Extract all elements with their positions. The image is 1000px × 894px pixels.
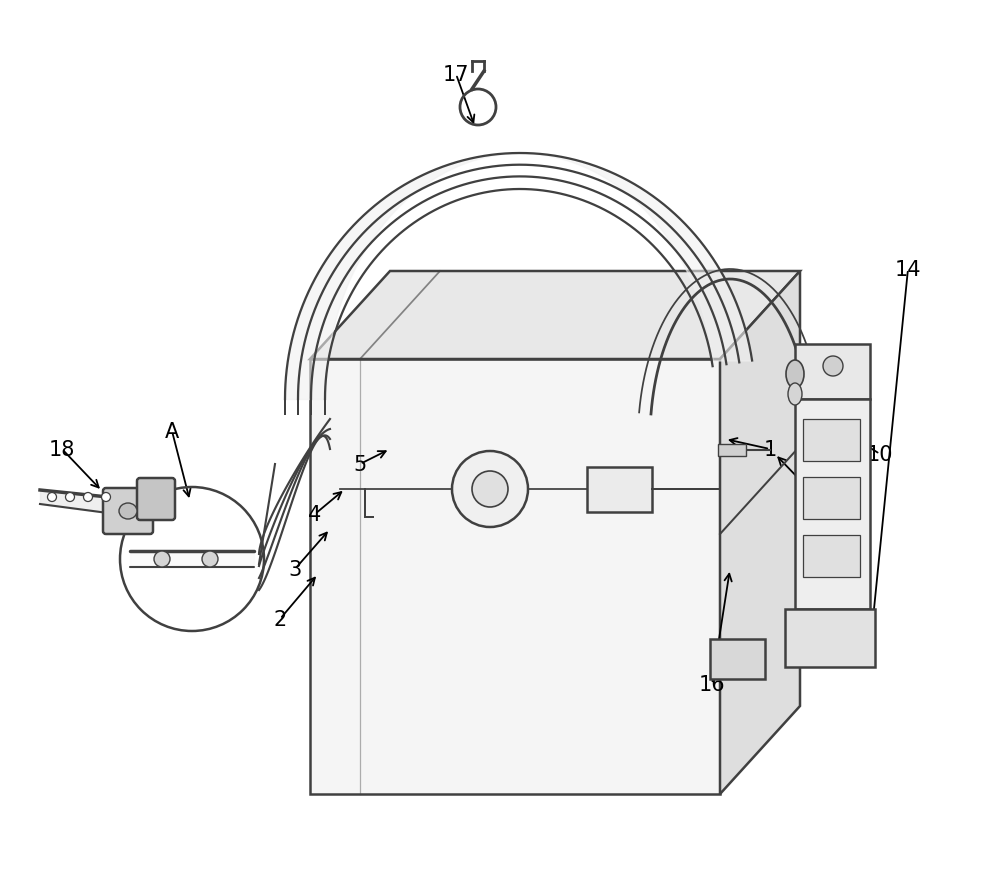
Polygon shape: [310, 359, 720, 794]
Text: 16: 16: [699, 674, 725, 695]
Bar: [803, 536, 860, 578]
Bar: [710, 639, 765, 679]
Text: 4: 4: [308, 504, 322, 525]
Text: 1: 1: [763, 440, 777, 460]
Bar: [785, 610, 875, 667]
Ellipse shape: [786, 360, 804, 389]
Bar: [803, 477, 860, 519]
Bar: [795, 344, 870, 400]
Text: 2: 2: [273, 610, 287, 629]
Text: 17: 17: [443, 65, 469, 85]
Text: 14: 14: [895, 260, 921, 280]
Text: 3: 3: [288, 560, 302, 579]
Ellipse shape: [788, 384, 802, 406]
FancyBboxPatch shape: [103, 488, 153, 535]
Circle shape: [452, 451, 528, 527]
Circle shape: [472, 471, 508, 508]
Bar: [587, 468, 652, 512]
Circle shape: [66, 493, 75, 502]
Circle shape: [48, 493, 57, 502]
Bar: [795, 400, 870, 610]
Ellipse shape: [119, 503, 137, 519]
Circle shape: [84, 493, 93, 502]
FancyBboxPatch shape: [137, 478, 175, 520]
Text: 6: 6: [821, 500, 835, 519]
Circle shape: [102, 493, 111, 502]
Circle shape: [154, 552, 170, 568]
Text: 18: 18: [49, 440, 75, 460]
Bar: [718, 444, 746, 457]
Text: 10: 10: [867, 444, 893, 465]
Polygon shape: [720, 272, 800, 794]
Text: 5: 5: [353, 454, 367, 475]
Circle shape: [202, 552, 218, 568]
Text: A: A: [165, 422, 179, 442]
Polygon shape: [310, 272, 800, 359]
Bar: [803, 419, 860, 461]
Circle shape: [823, 357, 843, 376]
